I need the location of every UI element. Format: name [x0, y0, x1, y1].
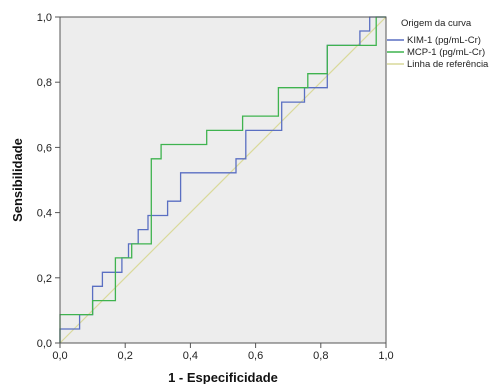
y-tick-label: 0,4 [37, 208, 52, 220]
x-axis-label: 1 - Especificidade [168, 370, 278, 384]
y-axis: 0,0 0,2 0,4 0,6 0,8 1,0 [37, 12, 60, 350]
y-tick-label: 0,8 [37, 77, 52, 89]
x-tick-label: 1,0 [378, 350, 393, 362]
x-axis: 0,0 0,2 0,4 0,6 0,8 1,0 [52, 343, 394, 362]
x-tick-label: 0,6 [248, 350, 263, 362]
y-tick-label: 0,6 [37, 142, 52, 154]
legend-title: Origem da curva [401, 18, 472, 29]
legend: Origem da curva KIM-1 (pg/mL-Cr) MCP-1 (… [387, 18, 489, 70]
legend-entry-reference: Linha de referência [407, 59, 489, 70]
y-tick-label: 0,2 [37, 273, 52, 285]
y-tick-label: 1,0 [37, 12, 52, 24]
reference-line [59, 16, 387, 344]
x-tick-label: 0,4 [183, 350, 198, 362]
x-tick-label: 0,8 [313, 350, 328, 362]
legend-entry-kim1: KIM-1 (pg/mL-Cr) [407, 35, 481, 46]
plot-frame [59, 16, 387, 344]
y-axis-label: Sensibilidade [10, 138, 25, 222]
series-line-mcp1 [59, 16, 386, 343]
x-tick-label: 0,0 [52, 350, 67, 362]
y-tick-label: 0,0 [37, 338, 52, 350]
x-tick-label: 0,2 [118, 350, 133, 362]
legend-entry-mcp1: MCP-1 (pg/mL-Cr) [407, 47, 485, 58]
